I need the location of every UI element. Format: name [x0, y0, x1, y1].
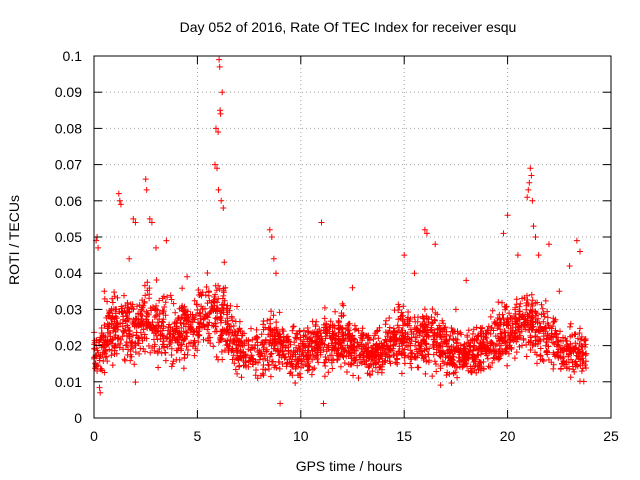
y-tick-label: 0.03 — [55, 301, 82, 317]
x-tick-label: 0 — [90, 428, 98, 444]
y-tick-label: 0.05 — [55, 229, 82, 245]
roti-point — [220, 205, 227, 211]
roti-point — [318, 219, 325, 226]
roti-point — [214, 165, 220, 172]
roti-point — [153, 244, 159, 251]
axis-ticks — [93, 55, 612, 419]
y-tick-label: 0.02 — [55, 338, 82, 354]
roti-point — [216, 63, 223, 70]
roti-point — [215, 186, 222, 193]
roti-point — [421, 226, 428, 233]
grid — [94, 56, 611, 418]
roti-point — [504, 212, 511, 219]
y-tick-label: 0.09 — [55, 84, 82, 100]
roti-point — [219, 89, 226, 96]
roti-point — [95, 244, 102, 251]
roti-point — [132, 219, 139, 226]
y-tick-label: 0.06 — [55, 193, 82, 209]
y-tick-label: 0.04 — [55, 265, 82, 281]
roti-point — [525, 186, 532, 193]
roti-point — [556, 288, 563, 295]
roti-point — [148, 219, 155, 226]
roti-point — [532, 234, 539, 240]
roti-point — [277, 400, 284, 407]
y-tick-label: 0.07 — [55, 157, 82, 173]
roti-point — [527, 165, 534, 172]
chart-title: Day 052 of 2016, Rate Of TEC Index for r… — [180, 19, 517, 35]
x-tick-label: 10 — [293, 428, 309, 444]
roti-point — [146, 215, 153, 222]
roti-point — [212, 161, 218, 168]
y-tick-label: 0 — [74, 410, 82, 426]
x-tick-label: 20 — [500, 428, 516, 444]
roti-point — [213, 125, 219, 132]
roti-point — [273, 270, 279, 277]
roti-point — [320, 400, 327, 407]
roti-point — [573, 237, 580, 244]
x-axis-label: GPS time / hours — [296, 458, 403, 474]
roti-point — [126, 255, 133, 262]
x-tick-label: 15 — [396, 428, 412, 444]
y-axis-label: ROTI / TECUs — [6, 195, 22, 285]
roti-point — [270, 255, 277, 262]
roti-point — [452, 306, 459, 313]
roti-point — [401, 252, 408, 259]
roti-point — [529, 197, 536, 204]
roti-point — [217, 110, 224, 117]
roti-point — [473, 324, 480, 331]
roti-point — [142, 176, 149, 183]
y-tick-label: 0.01 — [55, 374, 82, 390]
roti-point — [97, 389, 104, 396]
y-tick-label: 0.1 — [63, 48, 83, 64]
roti-point — [566, 263, 573, 269]
roti-point — [163, 237, 170, 244]
roti-point — [432, 241, 439, 248]
roti-point — [524, 194, 531, 201]
roti-point — [526, 179, 533, 186]
roti-point — [500, 230, 507, 237]
roti-point — [577, 248, 583, 255]
tick-labels: 0 0.01 0.02 0.03 0.04 0.05 0.06 0.07 0.08 0.09 0.1… — [55, 48, 619, 444]
roti-point — [411, 270, 418, 277]
roti-point — [115, 190, 122, 197]
x-tick-label: 25 — [603, 428, 619, 444]
roti-point — [268, 234, 275, 240]
y-tick-label: 0.08 — [55, 120, 82, 136]
roti-point — [101, 288, 108, 295]
roti-point — [143, 186, 150, 193]
roti-point — [528, 172, 535, 179]
roti-point — [215, 129, 222, 135]
roti-point — [514, 252, 521, 259]
roti-point — [266, 226, 273, 233]
data-points — [91, 56, 590, 407]
roti-point — [546, 241, 552, 248]
roti-point — [535, 252, 542, 259]
roti-point — [130, 215, 137, 222]
roti-point — [221, 259, 228, 266]
roti-point — [117, 201, 124, 208]
roti-point — [423, 230, 430, 237]
roti-point — [116, 197, 123, 204]
roti-point — [349, 284, 356, 291]
roti-point — [184, 273, 191, 280]
x-tick-label: 5 — [194, 428, 202, 444]
roti-point — [218, 197, 225, 204]
roti-point — [530, 223, 537, 230]
roti-point — [216, 56, 223, 63]
roti-point — [463, 277, 470, 284]
